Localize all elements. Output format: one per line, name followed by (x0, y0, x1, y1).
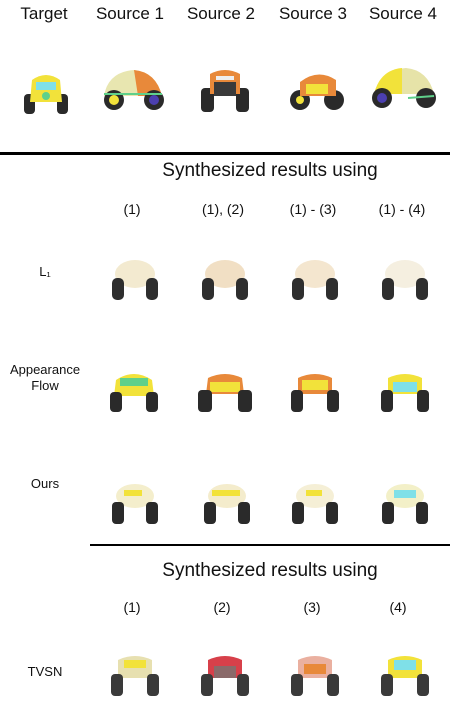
section1-title: Synthesized results using (162, 160, 378, 181)
section2-col-1: (1) (123, 599, 141, 615)
header-source-2: Source 2 (186, 4, 256, 23)
appearance-flow-result-2 (198, 374, 252, 412)
header-source-4: Source 4 (368, 4, 438, 23)
section2-col-3: (3) (303, 599, 321, 615)
row-label-tvsn: TVSN (27, 664, 63, 679)
tvsn-result-4 (381, 656, 429, 696)
section1-col-1: (1) (123, 201, 141, 217)
ours-result-4 (382, 484, 428, 524)
appearance-flow-result-4 (381, 374, 429, 412)
section2-title: Synthesized results using (162, 560, 378, 581)
header-source-3: Source 3 (278, 4, 348, 23)
row-label-l1: L₁ (39, 264, 51, 279)
section-divider-top (0, 152, 450, 155)
ours-result-2 (204, 484, 250, 524)
section1-col-3: (1) - (3) (289, 201, 337, 217)
ours-result-3 (292, 484, 338, 524)
source-4-car-image (372, 68, 436, 108)
l1-result-4 (382, 260, 428, 300)
header-target: Target (20, 4, 68, 23)
tvsn-result-1 (111, 656, 159, 696)
tvsn-result-3 (291, 656, 339, 696)
section1-col-4: (1) - (4) (378, 201, 426, 217)
section-divider-bottom (90, 544, 450, 546)
appearance-flow-result-1 (110, 374, 158, 412)
l1-result-2 (202, 260, 248, 300)
appearance-flow-result-3 (291, 374, 339, 412)
source-3-car-image (290, 74, 344, 110)
row-label-ours: Ours (30, 476, 60, 491)
source-2-car-image (201, 70, 249, 112)
l1-result-1 (112, 260, 158, 300)
target-car-image (24, 75, 68, 114)
section2-col-4: (4) (389, 599, 407, 615)
header-source-1: Source 1 (95, 4, 165, 23)
section1-col-2: (1), (2) (202, 201, 244, 217)
l1-result-3 (292, 260, 338, 300)
row-label-appearance-flow: Appearance Flow (9, 362, 81, 393)
source-1-car-image (104, 70, 164, 110)
section2-col-2: (2) (213, 599, 231, 615)
ours-result-1 (112, 484, 158, 524)
tvsn-result-2 (201, 656, 249, 696)
